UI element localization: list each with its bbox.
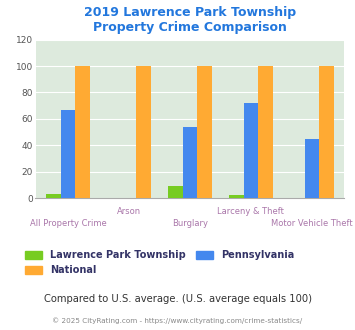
Bar (46, 194, 61, 198)
Bar (319, 66, 334, 198)
Bar (75, 66, 90, 198)
Text: Burglary: Burglary (172, 219, 208, 228)
Bar (305, 139, 319, 198)
Text: Larceny & Theft: Larceny & Theft (218, 207, 284, 216)
Text: All Property Crime: All Property Crime (29, 219, 106, 228)
Bar (229, 195, 244, 198)
Bar (258, 66, 273, 198)
Text: Arson: Arson (117, 207, 141, 216)
Bar (168, 186, 182, 198)
Bar (136, 66, 151, 198)
Text: © 2025 CityRating.com - https://www.cityrating.com/crime-statistics/: © 2025 CityRating.com - https://www.city… (53, 317, 302, 324)
Legend: Lawrence Park Township, National, Pennsylvania: Lawrence Park Township, National, Pennsy… (25, 250, 294, 275)
Bar (61, 110, 75, 198)
Bar (244, 103, 258, 198)
Bar (197, 66, 212, 198)
Text: Motor Vehicle Theft: Motor Vehicle Theft (271, 219, 353, 228)
Text: Compared to U.S. average. (U.S. average equals 100): Compared to U.S. average. (U.S. average … (44, 294, 311, 304)
Title: 2019 Lawrence Park Township
Property Crime Comparison: 2019 Lawrence Park Township Property Cri… (84, 6, 296, 34)
Bar (182, 127, 197, 198)
